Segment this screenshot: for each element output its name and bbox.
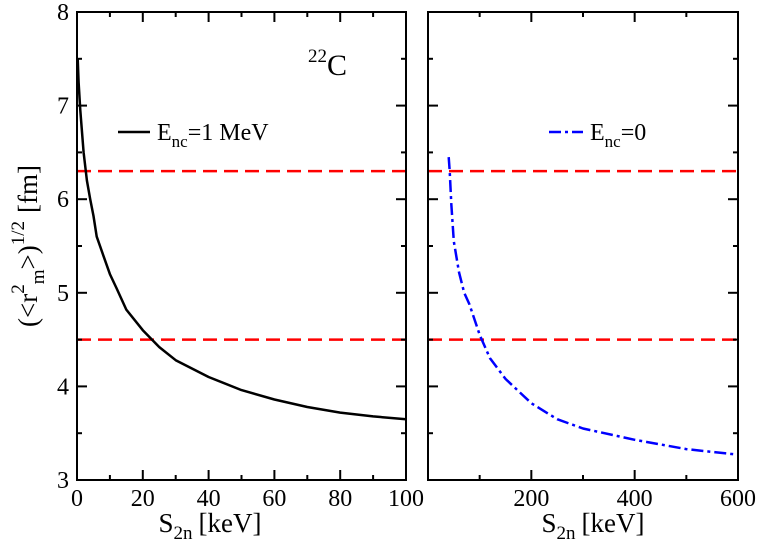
- right-panel: 200 400 600 Enc=0 S2n [keV]: [427, 11, 756, 544]
- left-x-tick-label: 40: [197, 486, 221, 512]
- left-x-tick-label: 20: [131, 486, 155, 512]
- left-x-tick-label: 80: [328, 486, 352, 512]
- nucleus-label: 22C: [308, 46, 347, 82]
- left-x-tick-label: 60: [262, 486, 286, 512]
- right-series-line-0: [447, 157, 739, 456]
- right-x-tick-label: 200: [513, 486, 549, 512]
- left-series-line-0: [76, 58, 407, 421]
- legend-label-enc-0: Enc=0: [590, 120, 646, 151]
- left-x-tick-label: 0: [71, 486, 83, 512]
- right-plot-frame: [427, 11, 739, 481]
- left-y-tick-label: 7: [57, 94, 69, 120]
- left-y-tick-label: 5: [57, 281, 69, 307]
- left-y-tick-label: 4: [57, 374, 69, 400]
- left-x-axis-title: S2n [keV]: [159, 508, 262, 544]
- legend-label-enc-1mev: Enc=1 MeV: [157, 120, 269, 151]
- left-y-tick-label: 3: [57, 468, 69, 494]
- left-plot-frame: [76, 11, 407, 481]
- left-y-tick-label: 8: [57, 0, 69, 26]
- left-panel: 0 20 40 60 80 100 3 4 5 6 7 8 22C Enc=1 MeV S2n [keV…: [8, 0, 424, 544]
- right-x-axis-title: S2n [keV]: [542, 508, 645, 544]
- right-x-tick-label: 600: [720, 486, 756, 512]
- left-x-tick-label: 100: [388, 486, 424, 512]
- right-x-tick-label: 400: [617, 486, 653, 512]
- left-y-tick-label: 6: [57, 187, 69, 213]
- y-axis-title: (<r2m>)1/2[fm]: [8, 165, 49, 327]
